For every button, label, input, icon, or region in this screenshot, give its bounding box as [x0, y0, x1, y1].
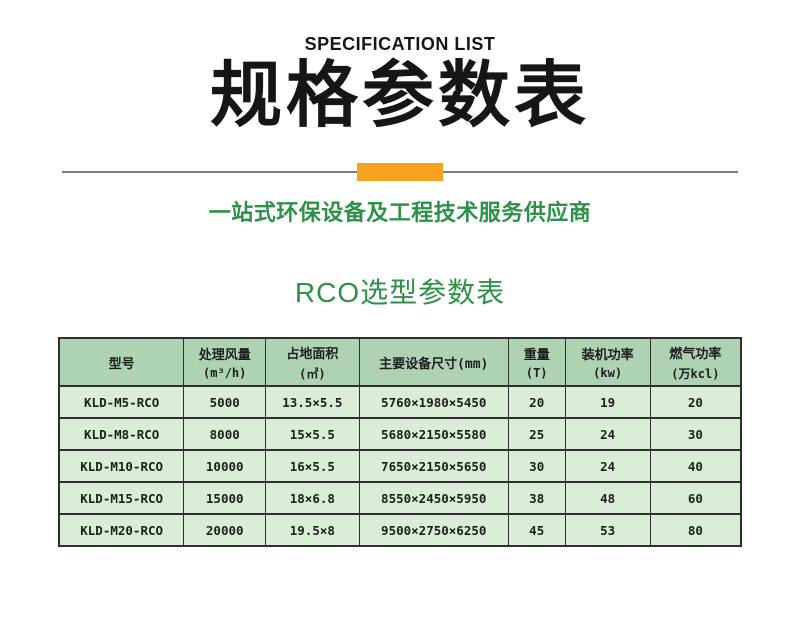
value-cell: 9500×2750×6250 — [358, 513, 509, 548]
value-cell: 30 — [649, 417, 742, 452]
value-cell: 20 — [507, 385, 566, 420]
value-cell: 16×5.5 — [265, 449, 360, 484]
value-cell: 8550×2450×5950 — [358, 481, 509, 516]
value-cell: 8000 — [183, 417, 267, 452]
value-cell: 20000 — [183, 513, 267, 548]
column-header: 装机功率 (kw) — [564, 337, 651, 388]
value-cell: 60 — [649, 481, 742, 516]
column-header-label: 装机功率 — [581, 348, 634, 364]
value-cell: 38 — [507, 481, 566, 516]
column-header-label: 重量 — [523, 348, 550, 364]
value-cell: 5000 — [183, 385, 267, 420]
column-header: 型号 — [58, 337, 185, 388]
column-header-unit: (㎡) — [299, 366, 326, 381]
table-row: KLD-M15-RCO 15000 18×6.8 8550×2450×5950 38 48… — [58, 481, 742, 516]
value-cell: 15×5.5 — [265, 417, 360, 452]
value-cell: 5760×1980×5450 — [358, 385, 509, 420]
spec-table-body: KLD-M5-RCO 5000 13.5×5.5 5760×1980×5450 20 19… — [58, 385, 742, 548]
value-cell: 13.5×5.5 — [265, 385, 360, 420]
value-cell: 48 — [564, 481, 651, 516]
column-header-unit: (kw) — [593, 366, 623, 381]
value-cell: 80 — [649, 513, 742, 548]
table-header-row: 型号 处理风量 (m³/h) 占地面积 (㎡) 主要设备尺寸(mm) 重量 (T) 装机功率 (k… — [58, 337, 742, 388]
value-cell: 5680×2150×5580 — [358, 417, 509, 452]
value-cell: 40 — [649, 449, 742, 484]
model-cell: KLD-M5-RCO — [58, 385, 185, 420]
table-row: KLD-M8-RCO 8000 15×5.5 5680×2150×5580 25 24 30 — [58, 417, 742, 452]
value-cell: 24 — [564, 417, 651, 452]
section-title: RCO选型参数表 — [294, 277, 506, 309]
column-header: 燃气功率 (万kcl) — [649, 337, 742, 388]
value-cell: 20 — [649, 385, 742, 420]
value-cell: 18×6.8 — [265, 481, 360, 516]
column-header-unit: (m³/h) — [203, 366, 247, 381]
table-row: KLD-M5-RCO 5000 13.5×5.5 5760×1980×5450 20 19… — [58, 385, 742, 420]
table-row: KLD-M20-RCO 20000 19.5×8 9500×2750×6250 45 53… — [58, 513, 742, 548]
column-header-unit: (万kcl) — [671, 366, 720, 381]
divider-accent-bar — [357, 163, 443, 182]
column-header-label: 主要设备尺寸(mm) — [379, 356, 489, 372]
eyebrow-title: SPECIFICATION LIST — [304, 34, 496, 54]
model-cell: KLD-M15-RCO — [58, 481, 185, 516]
subtitle: 一站式环保设备及工程技术服务供应商 — [208, 200, 592, 226]
column-header-label: 型号 — [108, 356, 135, 372]
model-cell: KLD-M8-RCO — [58, 417, 185, 452]
spec-table: 型号 处理风量 (m³/h) 占地面积 (㎡) 主要设备尺寸(mm) 重量 (T) 装机功率 (k… — [58, 337, 742, 548]
column-header: 占地面积 (㎡) — [265, 337, 360, 388]
value-cell: 24 — [564, 449, 651, 484]
column-header: 主要设备尺寸(mm) — [358, 337, 509, 388]
model-cell: KLD-M10-RCO — [58, 449, 185, 484]
model-cell: KLD-M20-RCO — [58, 513, 185, 548]
value-cell: 7650×2150×5650 — [358, 449, 509, 484]
column-header-unit: (T) — [525, 366, 548, 381]
value-cell: 19.5×8 — [265, 513, 360, 548]
value-cell: 15000 — [183, 481, 267, 516]
column-header: 处理风量 (m³/h) — [183, 337, 267, 388]
spec-table-head: 型号 处理风量 (m³/h) 占地面积 (㎡) 主要设备尺寸(mm) 重量 (T) 装机功率 (k… — [58, 337, 742, 388]
value-cell: 10000 — [183, 449, 267, 484]
column-header-label: 燃气功率 — [669, 346, 722, 362]
value-cell: 19 — [564, 385, 651, 420]
column-header-label: 占地面积 — [286, 346, 339, 362]
value-cell: 45 — [507, 513, 566, 548]
column-header: 重量 (T) — [507, 337, 566, 388]
value-cell: 30 — [507, 449, 566, 484]
divider — [62, 162, 738, 182]
page-title: 规格参数表 — [209, 56, 590, 136]
table-row: KLD-M10-RCO 10000 16×5.5 7650×2150×5650 30 24… — [58, 449, 742, 484]
value-cell: 53 — [564, 513, 651, 548]
value-cell: 25 — [507, 417, 566, 452]
column-header-label: 处理风量 — [198, 348, 251, 364]
